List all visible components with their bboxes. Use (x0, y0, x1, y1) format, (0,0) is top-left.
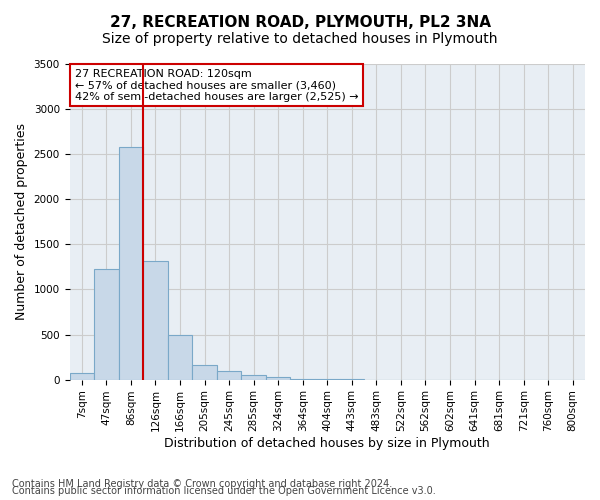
Text: 27 RECREATION ROAD: 120sqm
← 57% of detached houses are smaller (3,460)
42% of s: 27 RECREATION ROAD: 120sqm ← 57% of deta… (74, 68, 358, 102)
Text: 27, RECREATION ROAD, PLYMOUTH, PL2 3NA: 27, RECREATION ROAD, PLYMOUTH, PL2 3NA (110, 15, 491, 30)
Text: Contains HM Land Registry data © Crown copyright and database right 2024.: Contains HM Land Registry data © Crown c… (12, 479, 392, 489)
Text: Contains public sector information licensed under the Open Government Licence v3: Contains public sector information licen… (12, 486, 436, 496)
Bar (217, 371, 241, 380)
Text: Size of property relative to detached houses in Plymouth: Size of property relative to detached ho… (102, 32, 498, 46)
Bar (266, 378, 290, 380)
Bar (94, 269, 119, 380)
Bar (241, 374, 266, 380)
Y-axis label: Number of detached properties: Number of detached properties (15, 124, 28, 320)
X-axis label: Distribution of detached houses by size in Plymouth: Distribution of detached houses by size … (164, 437, 490, 450)
Bar (143, 262, 168, 380)
Bar (290, 378, 315, 380)
Bar (168, 336, 192, 380)
Bar (119, 148, 143, 380)
Bar (70, 373, 94, 380)
Bar (192, 364, 217, 380)
